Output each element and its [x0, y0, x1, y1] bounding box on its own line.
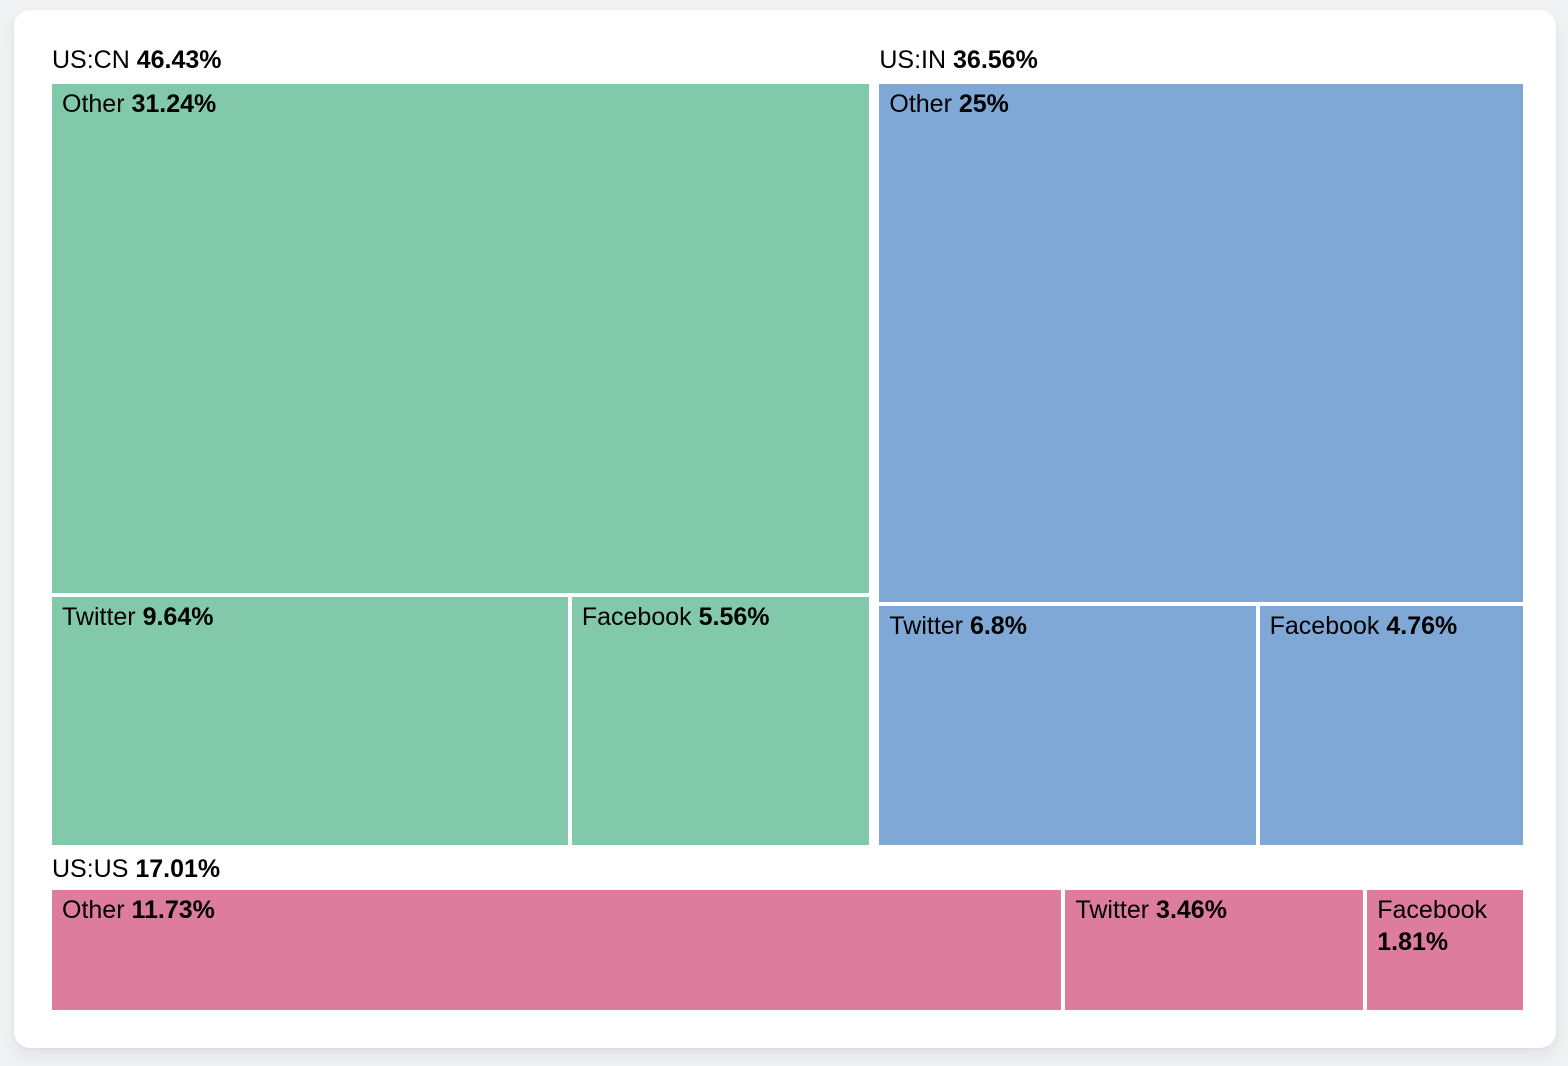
cell-label-text: Twitter: [62, 603, 136, 632]
treemap-cell-us-us-facebook[interactable]: Facebook 1.81%: [1367, 890, 1523, 1010]
cell-label-value: 4.76%: [1386, 611, 1458, 640]
treemap-cell-us-us-other[interactable]: Other 11.73%: [52, 890, 1062, 1010]
cell-label-value: 3.46%: [1156, 896, 1227, 924]
group-header-us-cn-value: 46.43%: [136, 46, 222, 74]
cell-label-text: Other: [62, 896, 125, 924]
cell-label-text: Facebook: [581, 603, 692, 632]
group-header-us-cn: US:CN 46.43%: [52, 38, 869, 84]
treemap-cell-us-us-twitter[interactable]: Twitter 3.46%: [1065, 890, 1364, 1010]
group-sub-row: Twitter 9.64% Facebook 5.56%: [52, 597, 870, 845]
group-header-us-us-value: 17.01%: [135, 855, 221, 883]
cell-label: Facebook 1.81%: [1367, 890, 1523, 962]
group-header-us-us: US:US 17.01%: [52, 845, 1523, 890]
cell-label: Twitter 9.64%: [52, 597, 568, 637]
cell-label-text: Facebook: [1269, 611, 1380, 640]
cell-label-value: 1.81%: [1377, 928, 1449, 956]
cell-label-value: 9.64%: [142, 603, 214, 632]
group-sub-row: Twitter 6.8% Facebook 4.76%: [879, 605, 1523, 845]
group-header-us-us-text: US:US: [52, 855, 129, 883]
treemap-cell-us-in-facebook[interactable]: Facebook 4.76%: [1259, 605, 1523, 845]
treemap-group-us-us: US:US 17.01% Other 11.73% Twitter 3.46% Fac…: [52, 845, 1523, 1010]
cell-label-value: 5.56%: [698, 603, 770, 632]
treemap-group-us-in: US:IN 36.56% Other 25% Twitter 6.8% Faceboo…: [879, 38, 1523, 845]
cell-label-text: Other: [889, 90, 952, 118]
treemap-group-us-cn: US:CN 46.43% Other 31.24% Twitter 9.64% Fac…: [52, 38, 870, 845]
treemap-cell-us-cn-twitter[interactable]: Twitter 9.64%: [52, 597, 568, 845]
cell-label-text: Twitter: [889, 611, 963, 640]
treemap-card: US:CN 46.43% Other 31.24% Twitter 9.64% Fac…: [14, 10, 1556, 1048]
cell-label-value: 11.73%: [131, 896, 215, 924]
treemap-cell-us-in-other[interactable]: Other 25%: [879, 84, 1523, 602]
cell-label-text: Facebook: [1377, 896, 1488, 924]
cell-label-text: Other: [62, 90, 125, 118]
cell-label: Facebook 5.56%: [572, 597, 870, 637]
group-body: Other 25% Twitter 6.8% Facebook 4.76%: [879, 84, 1523, 845]
group-header-us-in-text: US:IN: [879, 46, 947, 74]
treemap-top-row: US:CN 46.43% Other 31.24% Twitter 9.64% Fac…: [52, 38, 1523, 845]
cell-label: Twitter 6.8%: [879, 606, 1255, 646]
group-body: Other 11.73% Twitter 3.46% Facebook 1.81%: [52, 890, 1523, 1010]
treemap-cell-us-cn-other[interactable]: Other 31.24%: [52, 84, 870, 594]
treemap-bottom-row: US:US 17.01% Other 11.73% Twitter 3.46% Fac…: [52, 845, 1523, 1010]
cell-label: Twitter 3.46%: [1065, 890, 1363, 930]
treemap: US:CN 46.43% Other 31.24% Twitter 9.64% Fac…: [52, 38, 1523, 1010]
cell-label: Facebook 4.76%: [1260, 606, 1523, 646]
group-header-us-in: US:IN 36.56%: [879, 38, 1523, 84]
group-header-us-in-value: 36.56%: [953, 46, 1038, 74]
cell-label-text: Twitter: [1075, 896, 1150, 924]
cell-label-value: 25%: [958, 90, 1009, 118]
cell-label-value: 6.8%: [969, 611, 1027, 640]
group-header-us-cn-text: US:CN: [52, 46, 130, 74]
cell-label-value: 31.24%: [131, 90, 217, 118]
cell-label: Other 31.24%: [52, 84, 869, 124]
group-body: Other 31.24% Twitter 9.64% Facebook 5.56%: [52, 84, 870, 845]
treemap-cell-us-cn-facebook[interactable]: Facebook 5.56%: [571, 597, 870, 845]
treemap-cell-us-in-twitter[interactable]: Twitter 6.8%: [879, 605, 1256, 845]
cell-label: Other 11.73%: [52, 890, 1061, 930]
cell-label: Other 25%: [879, 84, 1523, 124]
